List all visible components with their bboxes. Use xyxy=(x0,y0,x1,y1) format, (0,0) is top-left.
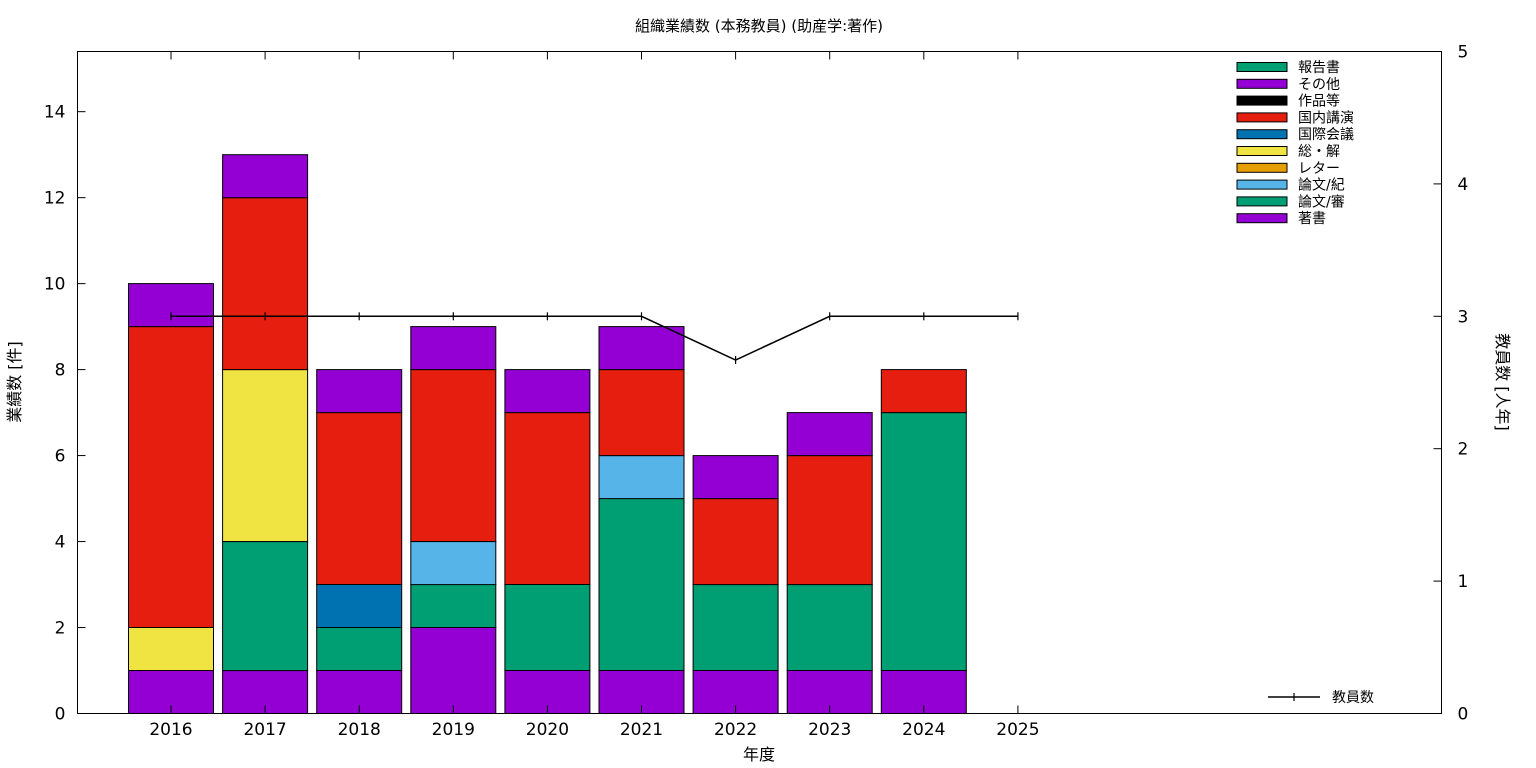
bar-segment-2019-s2 xyxy=(410,541,497,586)
y2-tick-label: 4 xyxy=(1458,175,1469,195)
chart-title: 組織業績数 (本務教員) (助産学:著作) xyxy=(635,17,883,35)
y2-tick-label: 5 xyxy=(1458,43,1469,63)
bar-segment-2023-s8 xyxy=(786,412,873,457)
x-tick-label: 2019 xyxy=(432,720,475,740)
legend-label: レター xyxy=(1298,161,1340,177)
y-tick-label: 8 xyxy=(55,361,66,381)
bar-segment-2021-s1 xyxy=(598,498,685,671)
bar-segment-2017-s6 xyxy=(222,197,309,371)
bar-segment-2018-s5 xyxy=(316,584,403,628)
bar-segment-2023-s6 xyxy=(786,455,873,586)
plot-frame xyxy=(77,51,1442,714)
legend-swatch xyxy=(1236,146,1288,156)
legend-label: 作品等 xyxy=(1298,93,1340,110)
bar-segment-2019-s8 xyxy=(410,326,497,371)
bar-segment-2017-s1 xyxy=(222,541,309,672)
x-tick-label: 2016 xyxy=(149,720,192,740)
x-tick-label: 2024 xyxy=(902,720,945,740)
legend-label: 論文/審 xyxy=(1298,194,1345,210)
legend-swatch xyxy=(1236,112,1288,123)
bar-segment-2019-s6 xyxy=(410,369,497,542)
bar-segment-2024-s1 xyxy=(880,412,967,671)
legend-swatch xyxy=(1236,95,1288,106)
y-tick-label: 2 xyxy=(55,619,66,639)
y2-tick-label: 1 xyxy=(1458,572,1469,592)
legend-swatch xyxy=(1236,179,1288,190)
y2-tick-label: 0 xyxy=(1458,705,1469,725)
bar-segment-2017-s4 xyxy=(222,369,309,542)
legend-swatch xyxy=(1236,62,1288,72)
legend-swatch xyxy=(1236,213,1288,224)
bar-segment-2020-s6 xyxy=(504,412,591,585)
line-layer xyxy=(170,312,1019,364)
bar-segment-2018-s1 xyxy=(316,627,403,671)
legend-label: 報告書 xyxy=(1298,60,1340,76)
bar-segment-2023-s1 xyxy=(786,584,873,671)
bar-segment-2022-s1 xyxy=(692,584,779,671)
legend-swatch xyxy=(1236,196,1288,207)
legend-label-line: 教員数 xyxy=(1332,690,1374,706)
x-tick-label: 2022 xyxy=(714,720,757,740)
legend-label: 国際会議 xyxy=(1298,126,1354,143)
x-axis-label: 年度 xyxy=(743,745,775,764)
y-axis-label: 業績数 [件] xyxy=(5,341,24,423)
x-tick-label: 2023 xyxy=(808,720,851,740)
legend-swatch xyxy=(1236,162,1288,173)
x-tick-label: 2017 xyxy=(243,720,286,740)
legend-label: 国内講演 xyxy=(1298,110,1354,126)
legend-swatch xyxy=(1236,129,1288,140)
bar-segment-2018-s6 xyxy=(316,412,403,585)
x-tick-label: 2020 xyxy=(526,720,569,740)
y-tick-label: 14 xyxy=(44,103,66,123)
bar-segment-2016-s4 xyxy=(128,627,214,671)
bars-layer xyxy=(128,154,967,714)
bar-segment-2022-s6 xyxy=(692,498,779,586)
y2-axis-label: 教員数 [人年] xyxy=(1493,333,1512,431)
bar-segment-2020-s1 xyxy=(504,584,591,671)
x-tick-label: 2018 xyxy=(338,720,381,740)
legend-label: 総・解 xyxy=(1298,144,1340,160)
legend-label: その他 xyxy=(1298,77,1340,93)
line-series-faculty xyxy=(171,315,1018,361)
x-tick-label: 2025 xyxy=(996,720,1039,740)
bar-segment-2016-s6 xyxy=(128,326,214,628)
y-tick-label: 4 xyxy=(55,533,66,553)
bar-segment-2024-s6 xyxy=(880,369,967,414)
y-tick-label: 10 xyxy=(44,275,66,295)
bar-segment-2019-s0 xyxy=(410,627,497,714)
x-tick-label: 2021 xyxy=(620,720,663,740)
bar-segment-2022-s8 xyxy=(692,455,779,500)
y-tick-label: 0 xyxy=(55,705,66,725)
bar-segment-2017-s8 xyxy=(222,154,309,199)
legend-swatch xyxy=(1236,78,1288,89)
bar-segment-2018-s8 xyxy=(316,369,403,414)
y2-tick-label: 3 xyxy=(1458,307,1469,327)
bar-segment-2021-s8 xyxy=(598,326,685,371)
bar-segment-2020-s8 xyxy=(504,369,591,414)
bar-segment-2019-s1 xyxy=(410,584,497,628)
legend-label: 論文/紀 xyxy=(1298,178,1345,194)
bar-segment-2021-s2 xyxy=(598,455,685,500)
legend-label: 著書 xyxy=(1298,211,1326,227)
y2-tick-label: 2 xyxy=(1458,440,1469,460)
bar-segment-2021-s6 xyxy=(598,369,685,457)
y-tick-label: 6 xyxy=(55,447,66,467)
y-tick-label: 12 xyxy=(44,189,66,209)
